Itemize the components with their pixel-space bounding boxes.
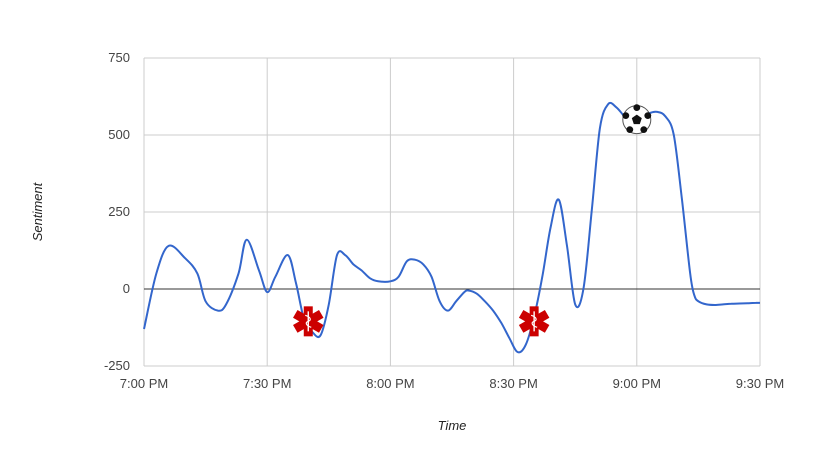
x-tick-label: 9:00 PM (613, 376, 661, 391)
y-tick-label: 500 (108, 127, 130, 142)
x-axis-title: Time (438, 418, 467, 433)
x-tick-label: 8:30 PM (489, 376, 537, 391)
medical-star-of-life-icon (293, 306, 324, 337)
medical-star-of-life-icon (518, 306, 550, 337)
y-axis-title: Sentiment (30, 181, 45, 241)
y-tick-label: 750 (108, 50, 130, 65)
x-tick-label: 8:00 PM (366, 376, 414, 391)
x-tick-label: 9:30 PM (736, 376, 784, 391)
x-tick-label: 7:30 PM (243, 376, 291, 391)
y-tick-label: 250 (108, 204, 130, 219)
x-tick-label: 7:00 PM (120, 376, 168, 391)
sentiment-series-line (143, 101, 761, 354)
y-tick-label: 0 (123, 281, 130, 296)
y-tick-label: -250 (104, 358, 130, 373)
gridlines (143, 57, 761, 367)
y-axis-tick-labels: 750 500 250 0 -250 (104, 50, 130, 373)
event-markers (293, 104, 652, 337)
x-axis-tick-labels: 7:00 PM 7:30 PM 8:00 PM 8:30 PM 9:00 PM 9:30 … (120, 376, 784, 391)
soccer-ball-icon (622, 104, 652, 135)
